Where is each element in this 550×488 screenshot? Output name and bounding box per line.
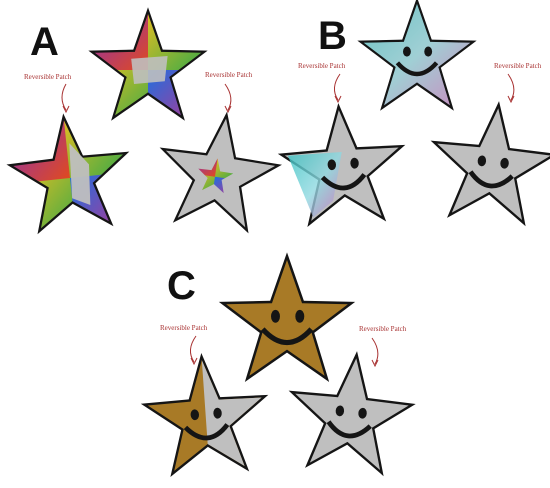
reversible-label-b-right: Reversible Patch bbox=[494, 62, 542, 70]
star-b-left bbox=[274, 98, 411, 229]
star-b-top bbox=[357, 0, 477, 111]
star-c-right bbox=[280, 344, 421, 479]
reversible-label-a-left: Reversible Patch bbox=[24, 73, 72, 81]
reversible-label-c-left: Reversible Patch bbox=[160, 324, 208, 332]
reversible-label-b-left: Reversible Patch bbox=[298, 62, 346, 70]
star-a-top bbox=[88, 7, 208, 121]
group-letter-c: C bbox=[167, 264, 196, 308]
star-b-right bbox=[422, 94, 550, 229]
group-letter-a: A bbox=[30, 20, 59, 64]
group-letter-b: B bbox=[318, 14, 347, 58]
star-c-top bbox=[218, 252, 356, 382]
reversible-label-c-right: Reversible Patch bbox=[359, 325, 407, 333]
star-c-left bbox=[137, 348, 274, 479]
star-a-left bbox=[1, 106, 137, 237]
reversible-label-a-right: Reversible Patch bbox=[205, 71, 253, 79]
star-a-right bbox=[149, 103, 289, 237]
